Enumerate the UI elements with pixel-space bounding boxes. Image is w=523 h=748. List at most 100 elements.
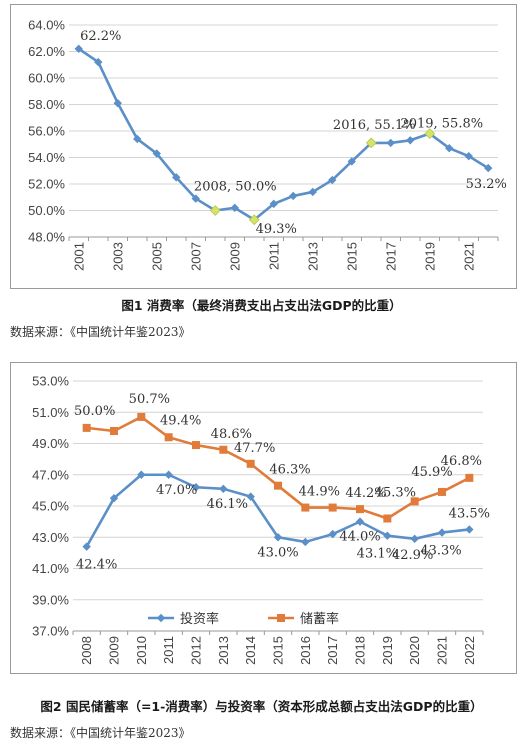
data-point: [437, 528, 447, 537]
data-label: 45.9%: [411, 465, 452, 480]
x-tick-label: 2011: [266, 242, 281, 270]
data-point: [328, 529, 337, 539]
x-tick-label: 2005: [149, 242, 164, 271]
x-tick-label: 2022: [462, 636, 477, 665]
y-tick-label: 47.0%: [32, 467, 69, 482]
data-point: [82, 423, 91, 432]
data-point: [365, 137, 377, 149]
figure2-source: 数据来源：《中国统计年鉴2023》: [10, 726, 191, 740]
data-point: [113, 98, 122, 108]
data-point: [484, 163, 493, 173]
data-point: [172, 173, 181, 182]
data-point: [137, 470, 146, 479]
data-point: [301, 537, 310, 547]
y-tick-label: 62.0%: [28, 44, 65, 59]
data-point: [246, 459, 255, 468]
data-label: 53.2%: [466, 177, 507, 192]
consumption-rate-chart: 48.0% 50.0% 52.0% 54.0% 56.0% 58.0% 60.0% 62.0%…: [10, 4, 517, 289]
data-point: [209, 205, 221, 216]
data-point: [465, 473, 474, 482]
x-tick-label: 2018: [353, 636, 368, 665]
y-tick-label: 48.0%: [28, 230, 65, 245]
data-label: 43.1%: [357, 547, 398, 562]
x-tick-label: 2009: [227, 242, 242, 271]
x-tick-label: 2010: [134, 636, 149, 665]
data-point: [230, 203, 239, 213]
data-point: [328, 503, 337, 512]
x-tick-label: 2016: [298, 636, 313, 665]
x-tick-label: 2014: [243, 636, 258, 665]
x-tick-label: 2019: [422, 242, 437, 271]
y-tick-label: 37.0%: [32, 624, 69, 639]
data-point: [164, 433, 173, 442]
x-tick-label: 2009: [107, 636, 122, 665]
y-tick-label: 43.0%: [32, 530, 69, 545]
data-point: [386, 138, 395, 148]
x-tick-label: 2012: [189, 636, 204, 665]
x-tick-label: 2013: [305, 242, 320, 271]
x-tick-label: 2015: [344, 242, 359, 271]
legend-swatch-marker: [277, 614, 285, 622]
x-tick-label: 2008: [79, 636, 94, 665]
y-tick-label: 51.0%: [32, 405, 69, 420]
y-tick-label: 58.0%: [28, 97, 65, 112]
data-label: 43.3%: [420, 544, 461, 559]
y-tick-label: 64.0%: [28, 18, 65, 33]
data-point: [328, 175, 337, 185]
y-tick-label: 50.0%: [28, 203, 65, 218]
legend-swatch-marker: [156, 613, 166, 623]
figure1-source: 数据来源：《中国统计年鉴2023》: [10, 325, 191, 339]
legend-label: 投资率: [180, 611, 219, 627]
data-point: [383, 514, 392, 523]
x-tick-label: 2017: [325, 636, 340, 665]
data-point: [406, 136, 415, 145]
data-point: [289, 191, 298, 201]
y-tick-label: 39.0%: [32, 592, 69, 607]
data-point: [74, 44, 83, 54]
data-label: 42.9%: [392, 548, 433, 563]
data-point: [273, 533, 283, 542]
data-point: [219, 484, 228, 494]
data-point: [133, 134, 142, 144]
x-tick-label: 2007: [188, 242, 203, 271]
data-point: [82, 542, 91, 551]
figure1-caption: 图1 消费率（最终消费支出占支出法GDP的比重）: [121, 298, 402, 313]
data-point: [465, 525, 474, 534]
x-tick-label: 2001: [71, 242, 86, 271]
x-tick-label: 2021: [435, 636, 450, 665]
data-point: [464, 151, 473, 161]
data-point: [356, 505, 364, 514]
data-label: 45.3%: [375, 486, 416, 501]
data-point: [347, 157, 356, 166]
x-tick-label: 2013: [216, 636, 231, 665]
data-label: 48.6%: [211, 427, 252, 442]
data-label: 44.2%: [345, 486, 386, 501]
data-label: 46.3%: [269, 463, 310, 478]
data-point: [308, 187, 317, 197]
legend-label: 储蓄率: [300, 611, 339, 627]
data-label: 2008, 50.0%: [194, 180, 277, 195]
x-tick-label: 2011: [161, 636, 176, 664]
data-point: [410, 534, 419, 544]
data-point: [424, 128, 436, 140]
data-label: 50.7%: [129, 392, 170, 407]
data-point: [152, 149, 161, 158]
series-line-series-0: [78, 47, 489, 222]
y-tick-label: 52.0%: [28, 177, 65, 192]
data-label: 46.1%: [207, 497, 248, 512]
data-point: [355, 517, 365, 526]
data-label: 49.3%: [256, 222, 297, 237]
data-point: [192, 441, 200, 450]
data-label: 50.0%: [74, 404, 115, 419]
data-point: [274, 481, 282, 490]
data-label: 2019, 55.8%: [400, 117, 483, 132]
x-tick-label: 2019: [380, 636, 395, 665]
data-point: [445, 144, 454, 153]
data-point: [248, 214, 260, 226]
y-tick-label: 60.0%: [28, 71, 65, 86]
chart2-svg: 37.0% 39.0% 41.0% 43.0% 45.0% 47.0% 49.0% 51.0%…: [32, 374, 490, 665]
data-point: [164, 470, 173, 479]
data-label: 44.9%: [299, 485, 340, 500]
data-point: [301, 503, 310, 512]
x-tick-label: 2015: [271, 636, 286, 665]
